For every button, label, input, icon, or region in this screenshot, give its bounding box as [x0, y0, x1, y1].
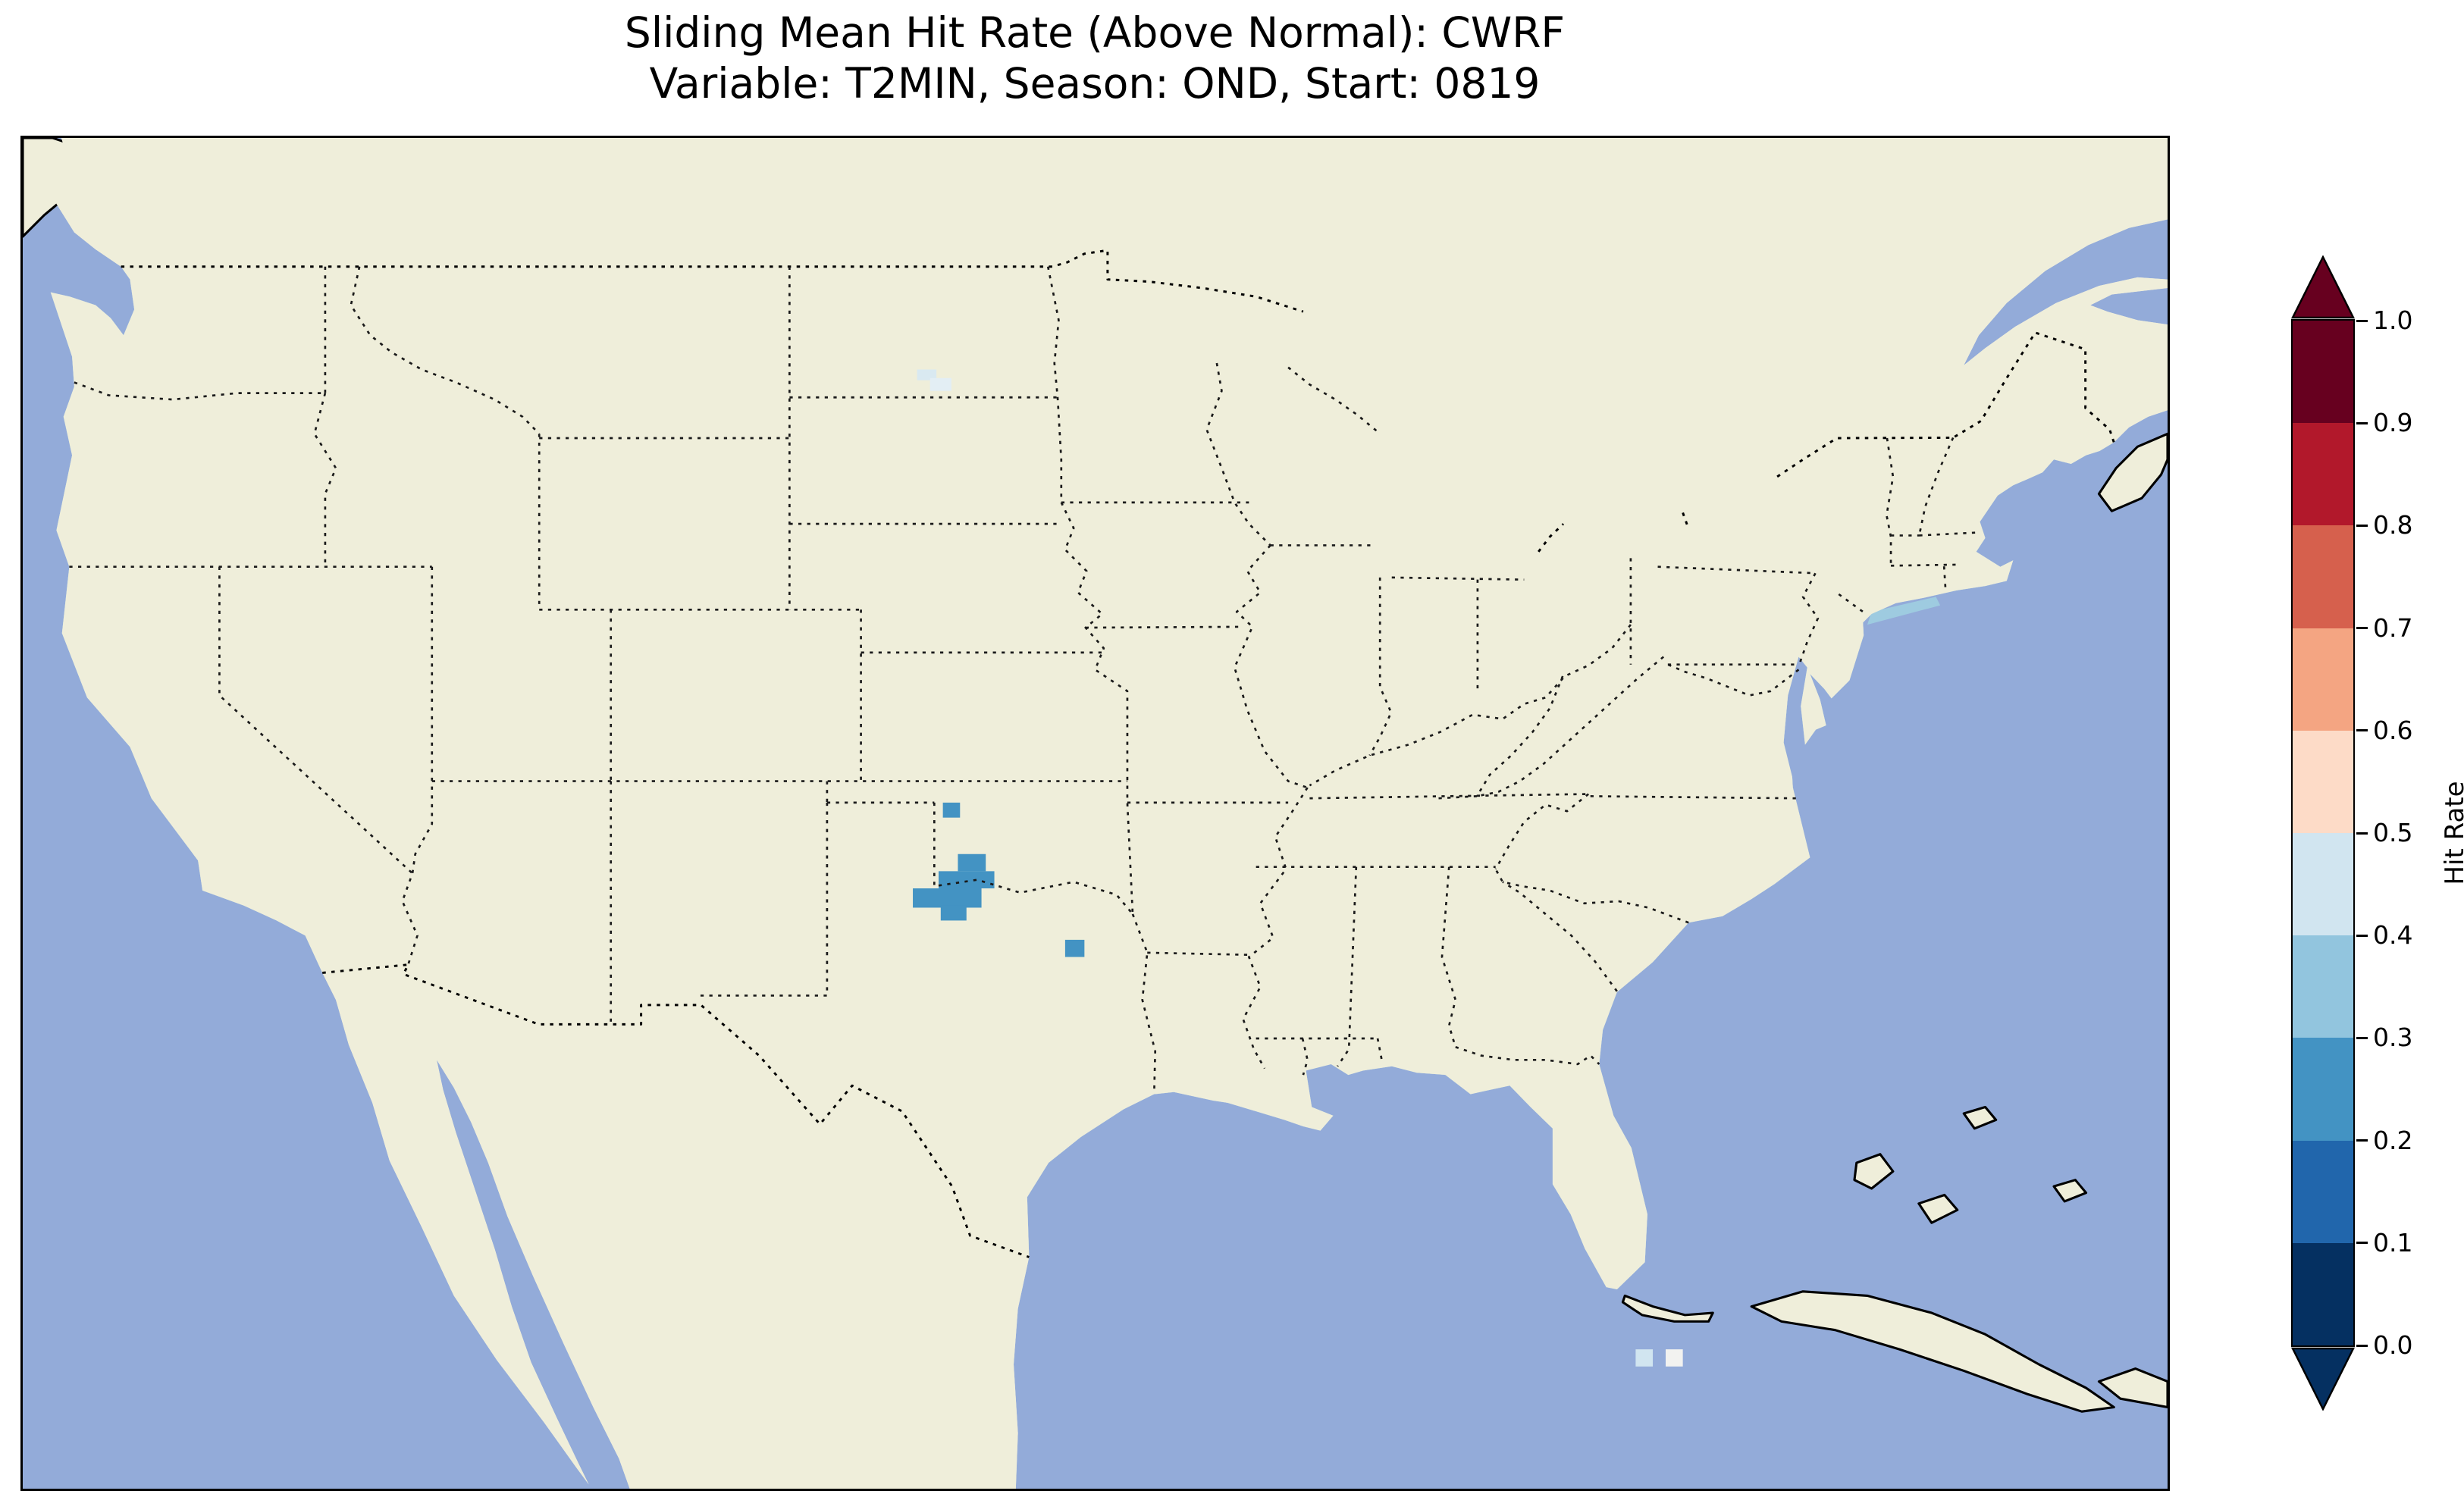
colorbar-segment: [2293, 1242, 2353, 1346]
hit-rate-cell-southeast-oklahoma: [1064, 939, 1085, 957]
colorbar-tickmark: [2356, 524, 2368, 527]
colorbar-ticklabel: 0.1: [2373, 1227, 2413, 1258]
colorbar: 1.0 0.9 0.8 0.7 0.6 0.5 0.4 0.3 0.2 0.1 0.0 Hit Ra…: [2291, 255, 2464, 1411]
colorbar-axis-label: Hit Rate: [2440, 781, 2464, 885]
colorbar-tickmark: [2356, 934, 2368, 937]
hit-rate-cell-central-oklahoma-cluster: [913, 888, 982, 908]
colorbar-ticklabel: 0.7: [2373, 612, 2413, 643]
colorbar-tickmark: [2356, 1139, 2368, 1142]
colorbar-segment: [2293, 1038, 2353, 1141]
nova-scotia: [2097, 432, 2168, 512]
colorbar-segment: [2293, 423, 2353, 526]
colorbar-tickmark: [2356, 319, 2368, 322]
colorbar-tickmark: [2356, 1242, 2368, 1245]
anomaly-cells: [913, 369, 1683, 1367]
colorbar-ticklabel: 0.6: [2373, 715, 2413, 745]
colorbar-bar: [2291, 319, 2355, 1347]
bahamas-and-keys: [1621, 1105, 2168, 1409]
colorbar-ticklabel: 0.9: [2373, 408, 2413, 438]
title-line-1: Sliding Mean Hit Rate (Above Normal): CW…: [624, 8, 1566, 57]
hit-rate-cell-central-oklahoma-cluster: [940, 905, 967, 921]
colorbar-tickmark: [2356, 729, 2368, 732]
figure-title: Sliding Mean Hit Rate (Above Normal): CW…: [625, 8, 1565, 109]
colorbar-tickmark: [2356, 832, 2368, 835]
hit-rate-cell-north-dakota: [929, 377, 951, 391]
colorbar-tickmark: [2356, 627, 2368, 630]
hit-rate-cell-southwest-of-florida-coast: [1635, 1349, 1654, 1367]
cuba: [1750, 1290, 2115, 1413]
hit-rate-cell-southwest-of-florida-coast: [1666, 1349, 1683, 1367]
colorbar-extend-over: [2291, 255, 2355, 319]
colorbar-ticklabel: 0.2: [2373, 1125, 2413, 1155]
map-panel: [20, 136, 2170, 1491]
colorbar-segment: [2293, 935, 2353, 1038]
colorbar-ticklabel: 0.5: [2373, 818, 2413, 847]
colorbar-tickmark: [2356, 421, 2368, 424]
colorbar-ticklabel: 0.0: [2373, 1330, 2413, 1360]
colorbar-segment: [2293, 730, 2353, 834]
colorbar-tickmark: [2356, 1344, 2368, 1347]
colorbar-segment: [2293, 321, 2353, 424]
colorbar-extend-under: [2291, 1347, 2355, 1411]
colorbar-ticklabel: 0.8: [2373, 510, 2413, 540]
colorbar-segment: [2293, 1140, 2353, 1243]
hit-rate-cell-central-oklahoma-cluster: [958, 853, 986, 872]
colorbar-ticklabel: 1.0: [2373, 305, 2413, 335]
title-line-2: Variable: T2MIN, Season: OND, Start: 081…: [649, 59, 1541, 108]
us-map-svg: [23, 138, 2168, 1489]
colorbar-tickmark: [2356, 1036, 2368, 1039]
hit-rate-cell-central-oklahoma-cluster: [938, 871, 995, 888]
colorbar-ticklabel: 0.3: [2373, 1023, 2413, 1053]
colorbar-segment: [2293, 833, 2353, 936]
long-island: [1867, 597, 1941, 625]
hit-rate-cell-north-dakota: [917, 369, 937, 381]
national-borders: [121, 249, 2115, 1258]
colorbar-ticklabel: 0.4: [2373, 920, 2413, 951]
colorbar-segment: [2293, 628, 2353, 731]
hit-rate-cell-north-central-oklahoma: [942, 802, 961, 818]
colorbar-segment: [2293, 525, 2353, 628]
state-borders: [69, 266, 1980, 1095]
